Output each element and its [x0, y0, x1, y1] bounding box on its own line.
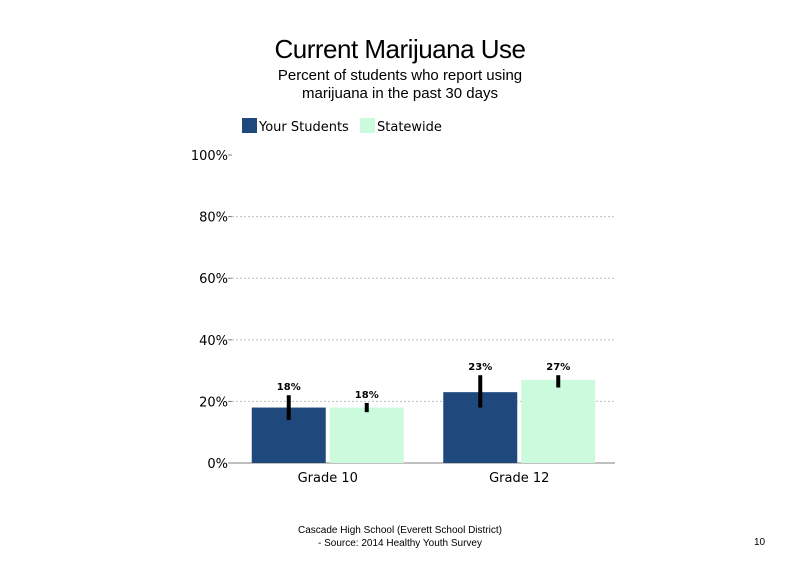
y-tick-label: 60% [199, 272, 228, 287]
x-tick-label: Grade 10 [298, 471, 358, 486]
page-number: 10 [754, 537, 766, 548]
y-tick-label: 40% [199, 334, 228, 349]
data-label: 27% [546, 362, 570, 373]
y-tick-label: 20% [199, 395, 228, 410]
legend-item-your-students: Your Students [242, 118, 349, 135]
footer-source: Cascade High School (Everett School Dist… [250, 524, 550, 550]
chart-subtitle-container: Percent of students who report using mar… [250, 64, 550, 118]
chart-title: Current Marijuana Use [274, 34, 526, 64]
legend-label-statewide: Statewide [377, 120, 442, 135]
chart-subtitle: Percent of students who report using mar… [277, 67, 523, 102]
legend-label-your-students: Your Students [259, 120, 349, 135]
data-label: 18% [277, 382, 301, 393]
bar [521, 379, 596, 463]
legend-swatch-statewide [360, 118, 375, 133]
footer-line-1: Cascade High School (Everett School Dist… [298, 525, 502, 536]
data-label: 23% [468, 362, 492, 373]
bar [329, 407, 404, 463]
y-tick-label: 0% [207, 457, 228, 472]
legend-swatch-your-students [242, 118, 257, 133]
y-tick-label: 100% [191, 149, 228, 164]
footer-line-2: - Source: 2014 Healthy Youth Survey [318, 538, 482, 549]
legend-item-statewide: Statewide [360, 118, 442, 135]
data-label: 18% [355, 390, 379, 401]
x-tick-label: Grade 12 [489, 471, 549, 486]
y-tick-label: 80% [199, 211, 228, 226]
